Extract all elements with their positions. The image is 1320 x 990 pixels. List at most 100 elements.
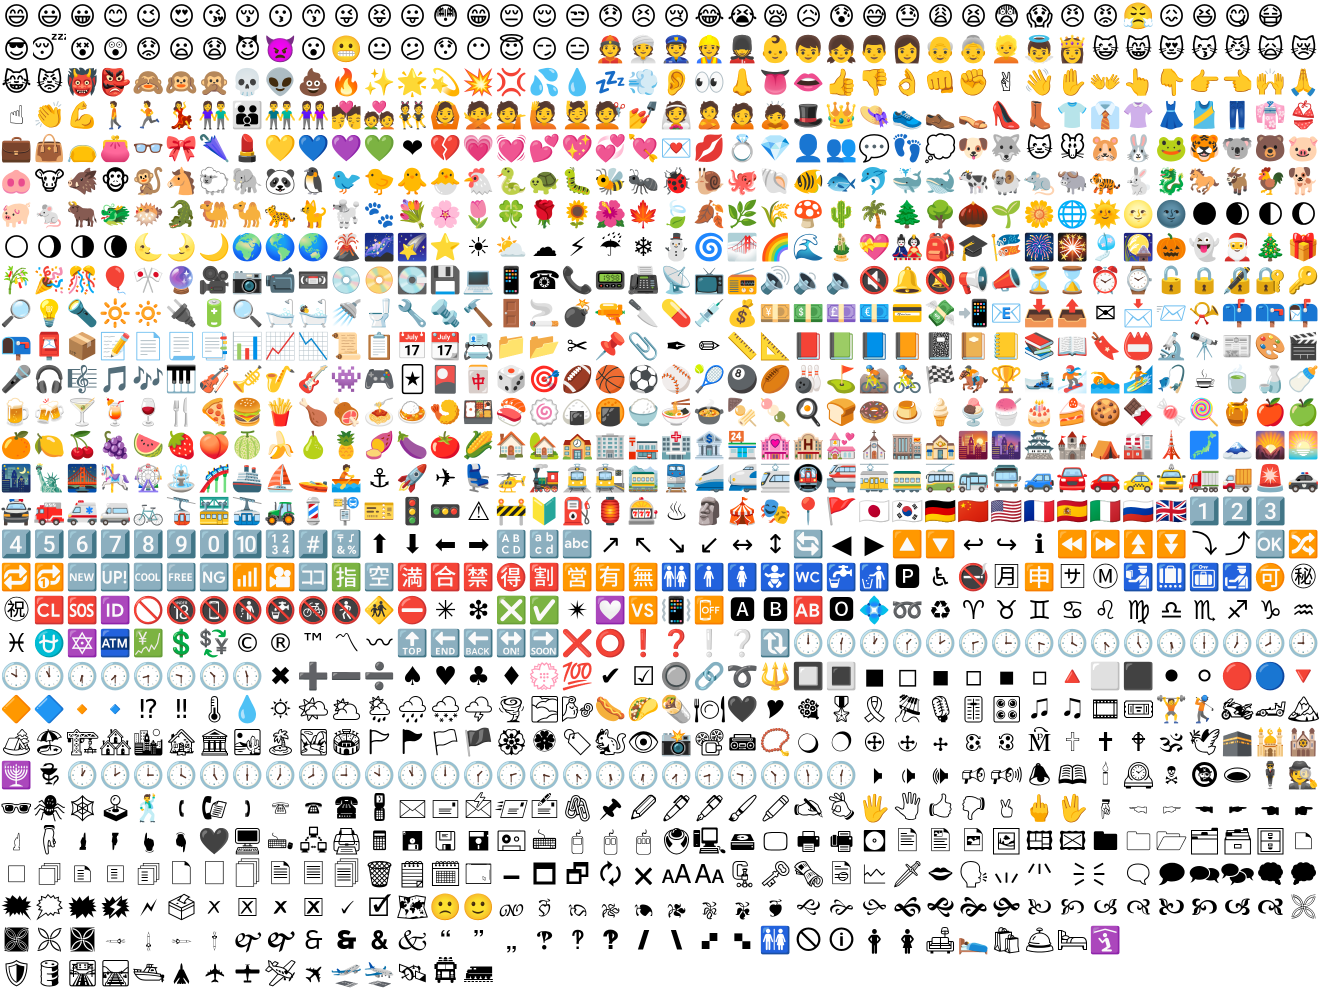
emoji-icon: 🗤 xyxy=(993,859,1020,890)
emoji-icon: ⛺ xyxy=(1089,430,1122,461)
emoji-icon: 🖴 xyxy=(729,826,756,857)
emoji-icon: 🙺 xyxy=(570,925,585,956)
emoji-icon: 😚 xyxy=(233,1,262,32)
emoji-icon: 🍪 xyxy=(1089,397,1122,428)
emoji-icon: 🖰 xyxy=(602,826,619,857)
emoji-icon: 🙾 xyxy=(701,925,718,956)
emoji-icon: 🐎 xyxy=(1188,166,1221,197)
emoji-icon: 🗰 xyxy=(67,892,98,923)
emoji-icon: 🐟 xyxy=(825,166,858,197)
emoji-icon: 👞 xyxy=(924,100,957,131)
emoji-icon: 😣 xyxy=(629,1,658,32)
emoji-icon: 📡 xyxy=(660,265,693,296)
emoji-icon: 🌲 xyxy=(891,199,924,230)
emoji-icon: 👒 xyxy=(858,100,891,131)
emoji-icon xyxy=(891,957,924,990)
emoji-icon: ❔ xyxy=(726,628,759,659)
emoji-icon: 😐 xyxy=(365,34,394,65)
emoji-icon: 💱 xyxy=(198,628,231,659)
emoji-icon: 🚝 xyxy=(825,463,858,494)
emoji-icon: 👅 xyxy=(759,67,792,98)
emoji-icon: 🖎 xyxy=(793,793,824,824)
emoji-icon: 🐽 xyxy=(0,166,33,197)
emoji-icon: ⚫ xyxy=(1160,661,1183,692)
emoji-icon: 🍱 xyxy=(462,397,495,428)
emoji-icon: 🛨 xyxy=(234,958,261,989)
emoji-icon: ⌚ xyxy=(1122,265,1155,296)
emoji-icon: 🎆 xyxy=(1023,232,1056,263)
emoji-icon: 🎢 xyxy=(198,463,231,494)
emoji-icon: ❓ xyxy=(660,628,693,659)
emoji-icon: 😉 xyxy=(134,1,163,32)
emoji-icon: 🔻 xyxy=(1287,661,1320,692)
emoji-icon: ↙ xyxy=(698,529,721,560)
emoji-icon: 🎋 xyxy=(0,265,33,296)
emoji-icon: 🏬 xyxy=(891,430,924,461)
emoji-icon: 🍈 xyxy=(231,430,264,461)
emoji-icon: 📍 xyxy=(792,496,825,527)
emoji-icon: 🗨 xyxy=(1122,859,1155,890)
emoji-icon: 😹 xyxy=(1,67,32,98)
emoji-icon: 🙞 xyxy=(959,892,988,923)
emoji-icon xyxy=(627,957,660,990)
emoji-icon: 😼 xyxy=(1223,34,1252,65)
emoji-icon: 📴 xyxy=(693,595,726,626)
emoji-icon: 👄 xyxy=(792,67,825,98)
emoji-icon: 📲 xyxy=(957,298,990,329)
emoji-icon: 🍄 xyxy=(792,199,825,230)
emoji-icon: 🔉 xyxy=(792,265,825,296)
emoji-icon: 🚸 xyxy=(363,595,396,626)
emoji-icon: 🔂 xyxy=(33,562,66,593)
emoji-icon: 💔 xyxy=(429,133,462,164)
emoji-icon: 📀 xyxy=(363,265,396,296)
emoji-icon: 🎜 xyxy=(1030,694,1049,725)
emoji-icon: 🎦 xyxy=(264,562,297,593)
emoji-icon: 🕑 xyxy=(924,628,957,659)
emoji-icon: 😬 xyxy=(330,34,363,65)
emoji-icon: 🚾 xyxy=(792,562,825,593)
emoji-icon: ♨ xyxy=(664,496,689,527)
emoji-icon: 💻 xyxy=(462,265,495,296)
emoji-icon: 🐨 xyxy=(1221,133,1254,164)
emoji-icon: 🙧 xyxy=(1256,892,1285,923)
emoji-icon: 🗫 xyxy=(1221,859,1254,890)
emoji-icon: 🐦 xyxy=(330,166,363,197)
emoji-icon: 🐴 xyxy=(165,166,198,197)
emoji-icon: 🐰 xyxy=(1122,133,1155,164)
emoji-icon: 🕅 xyxy=(1028,727,1051,758)
emoji-icon: 👦 xyxy=(792,34,825,65)
emoji-icon: 🔼 xyxy=(891,529,924,560)
emoji-icon: 🙻 xyxy=(602,925,619,956)
emoji-icon: 🛡 xyxy=(0,958,33,989)
emoji-icon: 👩 xyxy=(891,34,924,65)
emoji-icon: 🎘 xyxy=(893,694,922,725)
emoji-icon: 🏲 xyxy=(401,727,424,758)
emoji-icon: 🖻 xyxy=(963,826,984,857)
emoji-icon: 👋 xyxy=(1023,67,1056,98)
emoji-icon: 🕔 xyxy=(198,760,231,791)
emoji-icon: ⬆ xyxy=(368,529,391,560)
emoji-icon: ☑ xyxy=(631,661,656,692)
emoji-icon: 🎴 xyxy=(429,364,462,395)
emoji-icon: 🙵 xyxy=(396,925,429,956)
emoji-icon xyxy=(1287,924,1320,957)
emoji-icon: 🍼 xyxy=(1287,364,1320,395)
emoji-icon: 🎥 xyxy=(198,265,231,296)
emoji-icon: 💴 xyxy=(759,298,792,329)
emoji-icon: 🆘 xyxy=(66,595,99,626)
emoji-icon: 🖝 xyxy=(1293,793,1314,824)
emoji-icon: 🌙 xyxy=(198,232,231,263)
emoji-icon: 🕪 xyxy=(932,760,949,791)
emoji-icon: 🐚 xyxy=(759,166,792,197)
emoji-icon: 🖱 xyxy=(635,826,652,857)
emoji-icon: 🗗 xyxy=(565,859,590,890)
emoji-icon: 🌈 xyxy=(759,232,792,263)
emoji-icon: 🕀 xyxy=(864,727,885,758)
emoji-icon: 🛅 xyxy=(1188,562,1221,593)
emoji-icon: ◼ xyxy=(863,661,886,692)
emoji-icon: 💩 xyxy=(297,67,330,98)
emoji-icon: 😔 xyxy=(497,1,526,32)
emoji-icon: 🕙 xyxy=(363,760,396,791)
emoji-icon: 👨 xyxy=(858,34,891,65)
emoji-icon: 🚛 xyxy=(1188,463,1221,494)
